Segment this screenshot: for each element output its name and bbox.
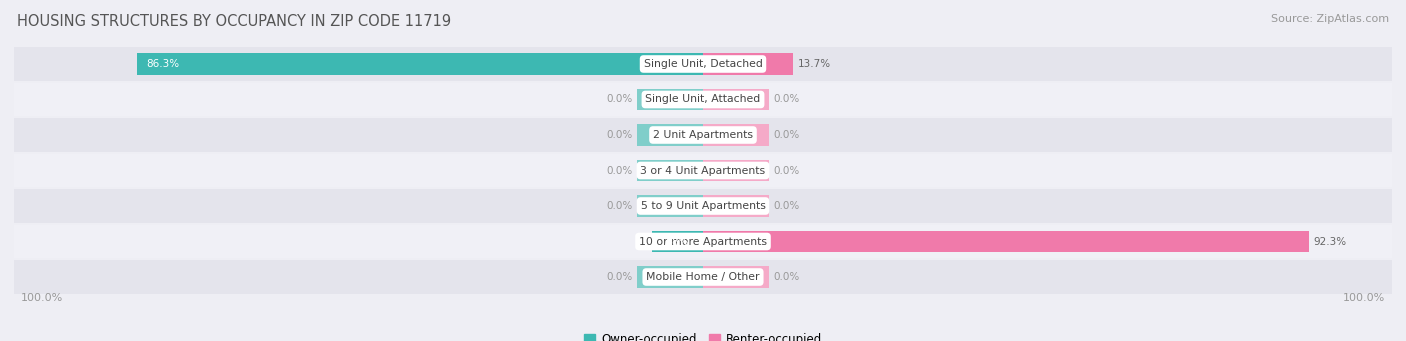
Bar — [136, 53, 703, 75]
Bar — [703, 266, 769, 288]
Text: 10 or more Apartments: 10 or more Apartments — [638, 237, 768, 247]
Bar — [14, 261, 1392, 294]
Text: 92.3%: 92.3% — [1313, 237, 1347, 247]
Bar — [703, 195, 769, 217]
Text: 7.8%: 7.8% — [662, 237, 688, 247]
Text: Source: ZipAtlas.com: Source: ZipAtlas.com — [1271, 14, 1389, 24]
Bar — [703, 53, 793, 75]
Bar — [14, 47, 1392, 80]
Text: HOUSING STRUCTURES BY OCCUPANCY IN ZIP CODE 11719: HOUSING STRUCTURES BY OCCUPANCY IN ZIP C… — [17, 14, 451, 29]
Legend: Owner-occupied, Renter-occupied: Owner-occupied, Renter-occupied — [579, 329, 827, 341]
Text: 0.0%: 0.0% — [606, 165, 633, 176]
Bar — [652, 231, 703, 252]
Text: 0.0%: 0.0% — [606, 94, 633, 104]
Text: 0.0%: 0.0% — [606, 130, 633, 140]
Bar — [703, 160, 769, 181]
Text: 3 or 4 Unit Apartments: 3 or 4 Unit Apartments — [641, 165, 765, 176]
Text: 0.0%: 0.0% — [773, 94, 800, 104]
Bar — [14, 83, 1392, 116]
Text: 2 Unit Apartments: 2 Unit Apartments — [652, 130, 754, 140]
Bar — [14, 118, 1392, 151]
Text: 5 to 9 Unit Apartments: 5 to 9 Unit Apartments — [641, 201, 765, 211]
Text: 13.7%: 13.7% — [799, 59, 831, 69]
Bar — [637, 266, 703, 288]
Bar — [703, 89, 769, 110]
Text: Single Unit, Attached: Single Unit, Attached — [645, 94, 761, 104]
Text: Single Unit, Detached: Single Unit, Detached — [644, 59, 762, 69]
Text: 0.0%: 0.0% — [606, 272, 633, 282]
Text: 0.0%: 0.0% — [773, 130, 800, 140]
Bar — [14, 225, 1392, 258]
Bar — [637, 195, 703, 217]
Text: 100.0%: 100.0% — [21, 293, 63, 302]
Text: 86.3%: 86.3% — [146, 59, 180, 69]
Bar — [14, 190, 1392, 223]
Text: 0.0%: 0.0% — [773, 201, 800, 211]
Text: 0.0%: 0.0% — [773, 272, 800, 282]
Bar — [703, 231, 1309, 252]
Text: 0.0%: 0.0% — [606, 201, 633, 211]
Bar — [703, 124, 769, 146]
Text: 0.0%: 0.0% — [773, 165, 800, 176]
Bar — [637, 124, 703, 146]
Text: Mobile Home / Other: Mobile Home / Other — [647, 272, 759, 282]
Text: 100.0%: 100.0% — [1343, 293, 1385, 302]
Bar — [637, 89, 703, 110]
Bar — [14, 154, 1392, 187]
Bar — [637, 160, 703, 181]
